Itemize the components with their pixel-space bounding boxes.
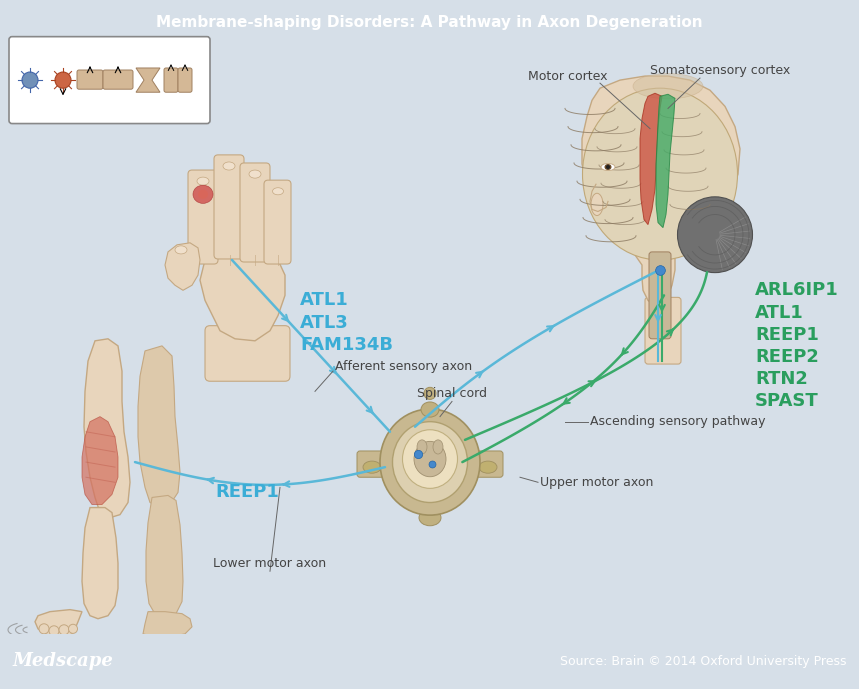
Text: Upper motor axon: Upper motor axon xyxy=(540,476,654,489)
Ellipse shape xyxy=(419,510,441,526)
Text: ATL3: ATL3 xyxy=(300,313,349,331)
FancyBboxPatch shape xyxy=(649,252,671,339)
Text: Membrane-shaping Disorders: A Pathway in Axon Degeneration: Membrane-shaping Disorders: A Pathway in… xyxy=(156,15,703,30)
Ellipse shape xyxy=(605,164,612,170)
Ellipse shape xyxy=(421,402,439,417)
Ellipse shape xyxy=(249,170,261,178)
FancyBboxPatch shape xyxy=(77,70,103,89)
Ellipse shape xyxy=(403,430,458,489)
Ellipse shape xyxy=(417,440,427,454)
Ellipse shape xyxy=(197,177,209,185)
Polygon shape xyxy=(82,508,118,619)
Ellipse shape xyxy=(678,197,752,273)
FancyBboxPatch shape xyxy=(473,451,503,477)
Ellipse shape xyxy=(55,72,71,88)
Ellipse shape xyxy=(363,461,381,473)
Text: ATL1: ATL1 xyxy=(755,304,804,322)
Text: FAM134B: FAM134B xyxy=(300,336,393,354)
Polygon shape xyxy=(143,612,192,637)
Ellipse shape xyxy=(606,165,610,169)
Polygon shape xyxy=(146,495,183,619)
Text: Motor cortex: Motor cortex xyxy=(528,70,608,83)
Polygon shape xyxy=(138,346,180,508)
Text: REEP1: REEP1 xyxy=(755,326,819,344)
Text: Lower motor axon: Lower motor axon xyxy=(213,557,326,570)
Polygon shape xyxy=(582,76,740,305)
Polygon shape xyxy=(165,243,200,290)
FancyBboxPatch shape xyxy=(103,70,133,89)
Ellipse shape xyxy=(198,189,208,199)
Polygon shape xyxy=(82,417,118,504)
FancyBboxPatch shape xyxy=(178,68,192,92)
Ellipse shape xyxy=(272,187,283,195)
Ellipse shape xyxy=(22,72,38,88)
Ellipse shape xyxy=(433,440,443,454)
Ellipse shape xyxy=(591,194,603,216)
Text: Medscape: Medscape xyxy=(13,652,113,670)
Ellipse shape xyxy=(601,163,615,171)
Ellipse shape xyxy=(39,624,49,634)
FancyBboxPatch shape xyxy=(645,298,681,364)
Polygon shape xyxy=(656,94,675,227)
Text: Spinal cord: Spinal cord xyxy=(417,387,487,400)
Text: RTN2: RTN2 xyxy=(755,370,807,388)
FancyBboxPatch shape xyxy=(240,163,270,262)
Ellipse shape xyxy=(175,246,187,254)
Ellipse shape xyxy=(582,88,738,260)
Text: ATL1: ATL1 xyxy=(300,291,349,309)
Ellipse shape xyxy=(69,624,77,633)
FancyBboxPatch shape xyxy=(188,170,218,264)
FancyBboxPatch shape xyxy=(205,326,290,381)
Polygon shape xyxy=(84,339,130,517)
Ellipse shape xyxy=(479,461,497,473)
Polygon shape xyxy=(136,68,160,92)
Text: ARL6IP1: ARL6IP1 xyxy=(755,281,838,299)
Text: Source: Brain © 2014 Oxford University Press: Source: Brain © 2014 Oxford University P… xyxy=(559,655,846,668)
Text: Afferent sensory axon: Afferent sensory axon xyxy=(335,360,472,373)
Ellipse shape xyxy=(424,387,436,400)
FancyBboxPatch shape xyxy=(9,37,210,123)
FancyBboxPatch shape xyxy=(164,68,178,92)
FancyBboxPatch shape xyxy=(264,180,291,264)
FancyBboxPatch shape xyxy=(214,155,244,259)
FancyBboxPatch shape xyxy=(357,451,387,477)
Ellipse shape xyxy=(380,409,480,515)
Ellipse shape xyxy=(223,162,235,170)
Polygon shape xyxy=(35,610,82,637)
Text: REEP2: REEP2 xyxy=(755,348,819,366)
Ellipse shape xyxy=(414,442,446,477)
Ellipse shape xyxy=(633,74,703,99)
Ellipse shape xyxy=(49,626,59,636)
Ellipse shape xyxy=(59,625,69,635)
Ellipse shape xyxy=(393,422,467,502)
Polygon shape xyxy=(640,93,662,225)
Text: Somatosensory cortex: Somatosensory cortex xyxy=(650,63,790,76)
Text: REEP1: REEP1 xyxy=(215,484,279,502)
Ellipse shape xyxy=(193,185,213,203)
Text: Ascending sensory pathway: Ascending sensory pathway xyxy=(590,415,765,428)
Text: SPAST: SPAST xyxy=(755,393,819,411)
Polygon shape xyxy=(200,245,285,341)
